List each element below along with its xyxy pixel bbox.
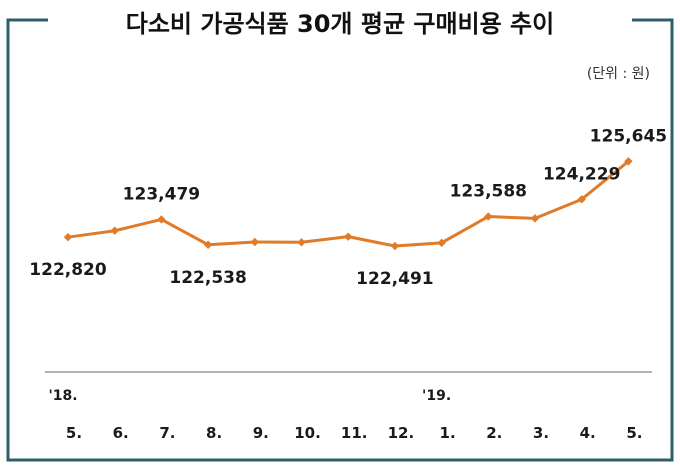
x-tick-labels: 5. 6. 7. 8. 9. 10. 11. 12. 1. 2. 3. 4. 5. '18. '19.	[48, 388, 642, 442]
data-point	[157, 215, 166, 224]
x-tick-label: 9.	[253, 424, 269, 442]
data-label: 122,820	[29, 260, 107, 280]
data-label: 123,588	[450, 182, 527, 202]
data-point	[110, 226, 119, 235]
title-frame	[6, 18, 674, 462]
x-tick-label: 2.	[486, 424, 502, 442]
x-tick-label: 8.	[206, 424, 222, 442]
data-point	[250, 237, 259, 247]
x-tick-label: 5.	[626, 424, 642, 442]
data-point	[530, 214, 540, 223]
x-tick-label: 11.	[341, 424, 368, 442]
unit-note: (단위 : 원)	[587, 66, 650, 82]
x-tick-label: 7.	[159, 424, 175, 442]
data-point	[390, 241, 400, 251]
x-tick-label: 1.	[440, 424, 456, 442]
title-backdrop	[115, 10, 565, 34]
year-label: '19.	[422, 388, 451, 404]
data-label: 122,491	[356, 269, 433, 289]
data-point	[63, 232, 73, 242]
data-point	[297, 238, 306, 247]
data-label: 122,538	[169, 268, 246, 288]
x-tick-label: 4.	[580, 424, 596, 442]
x-tick-label: 12.	[388, 424, 415, 442]
data-point	[437, 238, 446, 248]
plot-area	[63, 157, 633, 251]
data-label: 125,645	[590, 126, 667, 146]
x-tick-label: 3.	[533, 424, 549, 442]
chart-title: 다소비 가공식품 30개 평균 구매비용 추이	[126, 10, 554, 38]
data-point	[577, 195, 586, 204]
frame-border	[6, 18, 674, 462]
data-point	[484, 212, 493, 221]
x-tick-label: 6.	[113, 424, 129, 442]
data-point	[203, 240, 213, 249]
data-label: 123,479	[123, 184, 200, 204]
x-tick-label: 10.	[294, 424, 321, 442]
year-label: '18.	[48, 388, 77, 404]
data-labels: 122,820 123,479 122,538 122,491 123,588 124,2…	[29, 126, 667, 289]
data-label: 124,229	[543, 164, 620, 184]
data-point	[624, 157, 633, 166]
x-tick-label: 5.	[66, 424, 82, 442]
data-point	[344, 232, 353, 241]
